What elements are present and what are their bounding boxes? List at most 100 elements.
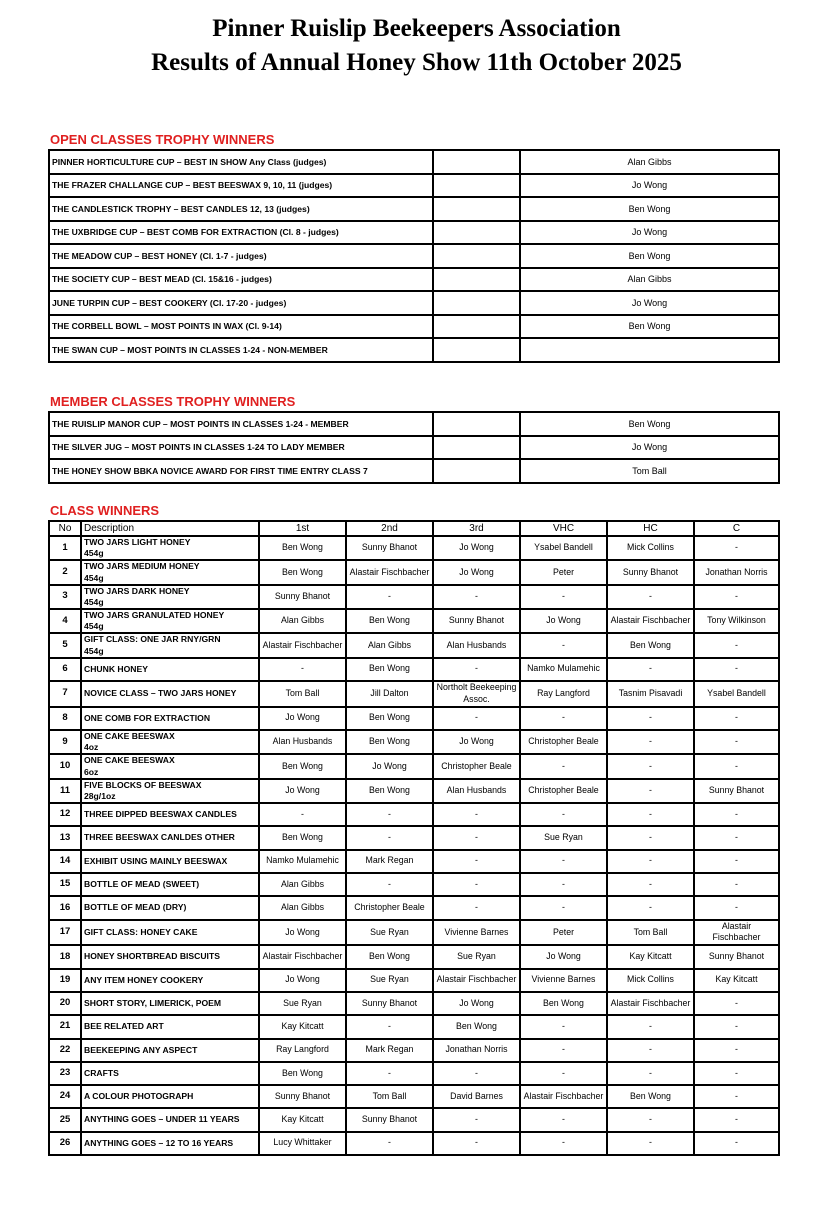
member-classes-table: THE RUISLIP MANOR CUP – MOST POINTS IN C…	[48, 411, 780, 484]
place-vhc: Jo Wong	[519, 944, 608, 970]
class-description-weight: 454g	[84, 621, 104, 632]
place-c: -	[693, 1084, 780, 1110]
trophy-row: THE HONEY SHOW BBKA NOVICE AWARD FOR FIR…	[48, 458, 780, 484]
place-hc: -	[606, 753, 695, 780]
place-vhc: Vivienne Barnes	[519, 967, 608, 993]
class-description-text: HONEY SHORTBREAD BISCUITS	[84, 951, 220, 962]
class-row: 15 BOTTLE OF MEAD (SWEET) Alan Gibbs - - - - -	[48, 871, 780, 898]
trophy-name: THE CANDLESTICK TROPHY – BEST CANDLES 12…	[48, 196, 434, 222]
class-number: 21	[48, 1014, 82, 1040]
place-vhc: -	[519, 1107, 608, 1133]
trophy-winner: Ben Wong	[519, 196, 780, 222]
place-c: -	[693, 534, 780, 562]
trophy-name: PINNER HORTICULTURE CUP – BEST IN SHOW A…	[48, 149, 434, 175]
place-c: -	[693, 1037, 780, 1063]
trophy-row: THE SOCIETY CUP – BEST MEAD (Cl. 15&16 -…	[48, 266, 780, 292]
class-row: 4 TWO JARS GRANULATED HONEY 454g Alan Gibbs…	[48, 608, 780, 635]
place-hc: -	[606, 825, 695, 851]
class-number: 19	[48, 967, 82, 993]
place-c: -	[693, 825, 780, 851]
trophy-row: THE CANDLESTICK TROPHY – BEST CANDLES 12…	[48, 196, 780, 222]
class-description-text: THREE DIPPED BEESWAX CANDLES	[84, 809, 237, 820]
place-3rd: -	[432, 871, 521, 898]
class-number: 16	[48, 895, 82, 921]
document-title: Pinner Ruislip Beekeepers Association	[212, 15, 621, 42]
place-3rd: Jo Wong	[432, 729, 521, 756]
trophy-row: THE FRAZER CHALLANGE CUP – BEST BEESWAX …	[48, 172, 780, 198]
place-vhc: -	[519, 1037, 608, 1063]
place-c: -	[693, 753, 780, 780]
trophy-name: THE CORBELL BOWL – MOST POINTS IN WAX (C…	[48, 313, 434, 339]
class-row: 22 BEEKEEPING ANY ASPECT Ray Langford Mark …	[48, 1037, 780, 1063]
class-description-text: GIFT CLASS: ONE JAR RNY/GRN	[84, 634, 221, 645]
place-c: -	[693, 1130, 780, 1157]
place-3rd: -	[432, 802, 521, 828]
class-description-text: ANYTHING GOES – UNDER 11 YEARS	[84, 1114, 240, 1125]
empty-cell	[432, 266, 521, 292]
trophy-row: THE RUISLIP MANOR CUP – MOST POINTS IN C…	[48, 411, 780, 437]
place-vhc: Ray Langford	[519, 680, 608, 708]
class-number: 5	[48, 632, 82, 659]
place-c: -	[693, 729, 780, 756]
place-2nd: Sunny Bhanot	[345, 990, 434, 1017]
class-description: TWO JARS GRANULATED HONEY 454g	[80, 608, 260, 635]
class-description: ANY ITEM HONEY COOKERY	[80, 967, 260, 993]
place-1st: Jo Wong	[258, 705, 347, 732]
place-3rd: -	[432, 583, 521, 611]
trophy-name: THE HONEY SHOW BBKA NOVICE AWARD FOR FIR…	[48, 458, 434, 484]
place-1st: Alan Gibbs	[258, 608, 347, 635]
class-number: 1	[48, 534, 82, 562]
place-hc: Tasnim Pisavadi	[606, 680, 695, 708]
class-description: ANYTHING GOES – 12 TO 16 YEARS	[80, 1130, 260, 1157]
class-description: ONE CAKE BEESWAX 4oz	[80, 729, 260, 756]
class-description-text: EXHIBIT USING MAINLY BEESWAX	[84, 855, 228, 866]
place-c: -	[693, 1014, 780, 1040]
place-2nd: Ben Wong	[345, 705, 434, 732]
place-hc: Ben Wong	[606, 1084, 695, 1110]
column-header: VHC	[519, 520, 608, 537]
place-1st: Jo Wong	[258, 777, 347, 805]
class-number: 9	[48, 729, 82, 756]
class-description-text: TWO JARS MEDIUM HONEY	[84, 561, 200, 572]
place-c: Tony Wilkinson	[693, 608, 780, 635]
place-vhc: -	[519, 848, 608, 874]
trophy-winner: Jo Wong	[519, 434, 780, 460]
place-3rd: Sue Ryan	[432, 944, 521, 970]
place-vhc: -	[519, 632, 608, 659]
place-3rd: -	[432, 1130, 521, 1157]
class-description-text: CHUNK HONEY	[84, 663, 148, 674]
class-description: GIFT CLASS: ONE JAR RNY/GRN 454g	[80, 632, 260, 659]
trophy-winner: Tom Ball	[519, 458, 780, 484]
place-2nd: Ben Wong	[345, 656, 434, 683]
place-1st: Ben Wong	[258, 753, 347, 780]
place-c: -	[693, 871, 780, 898]
place-hc: -	[606, 895, 695, 921]
place-3rd: Christopher Beale	[432, 753, 521, 780]
empty-cell	[432, 172, 521, 198]
trophy-name: THE FRAZER CHALLANGE CUP – BEST BEESWAX …	[48, 172, 434, 198]
class-row: 13 THREE BEESWAX CANLDES OTHER Ben Wong - - S…	[48, 825, 780, 851]
place-vhc: Sue Ryan	[519, 825, 608, 851]
trophy-winner: Jo Wong	[519, 219, 780, 245]
class-row: 2 TWO JARS MEDIUM HONEY 454g Ben Wong Alasta…	[48, 559, 780, 586]
class-description-weight: 28g/1oz	[84, 790, 116, 801]
place-vhc: -	[519, 895, 608, 921]
trophy-winner: Ben Wong	[519, 411, 780, 437]
place-1st: Kay Kitcatt	[258, 1107, 347, 1133]
trophy-row: THE SILVER JUG – MOST POINTS IN CLASSES …	[48, 434, 780, 460]
class-description-text: A COLOUR PHOTOGRAPH	[84, 1091, 194, 1102]
place-3rd: -	[432, 705, 521, 732]
trophy-winner: Ben Wong	[519, 243, 780, 269]
place-3rd: -	[432, 1107, 521, 1133]
place-1st: Ben Wong	[258, 534, 347, 562]
place-2nd: Mark Regan	[345, 1037, 434, 1063]
class-description: HONEY SHORTBREAD BISCUITS	[80, 944, 260, 970]
class-number: 8	[48, 705, 82, 732]
place-hc: Mick Collins	[606, 534, 695, 562]
class-number: 22	[48, 1037, 82, 1063]
class-number: 18	[48, 944, 82, 970]
column-header: HC	[606, 520, 695, 537]
empty-cell	[432, 149, 521, 175]
class-description-text: ONE COMB FOR EXTRACTION	[84, 712, 211, 723]
place-1st: Tom Ball	[258, 680, 347, 708]
